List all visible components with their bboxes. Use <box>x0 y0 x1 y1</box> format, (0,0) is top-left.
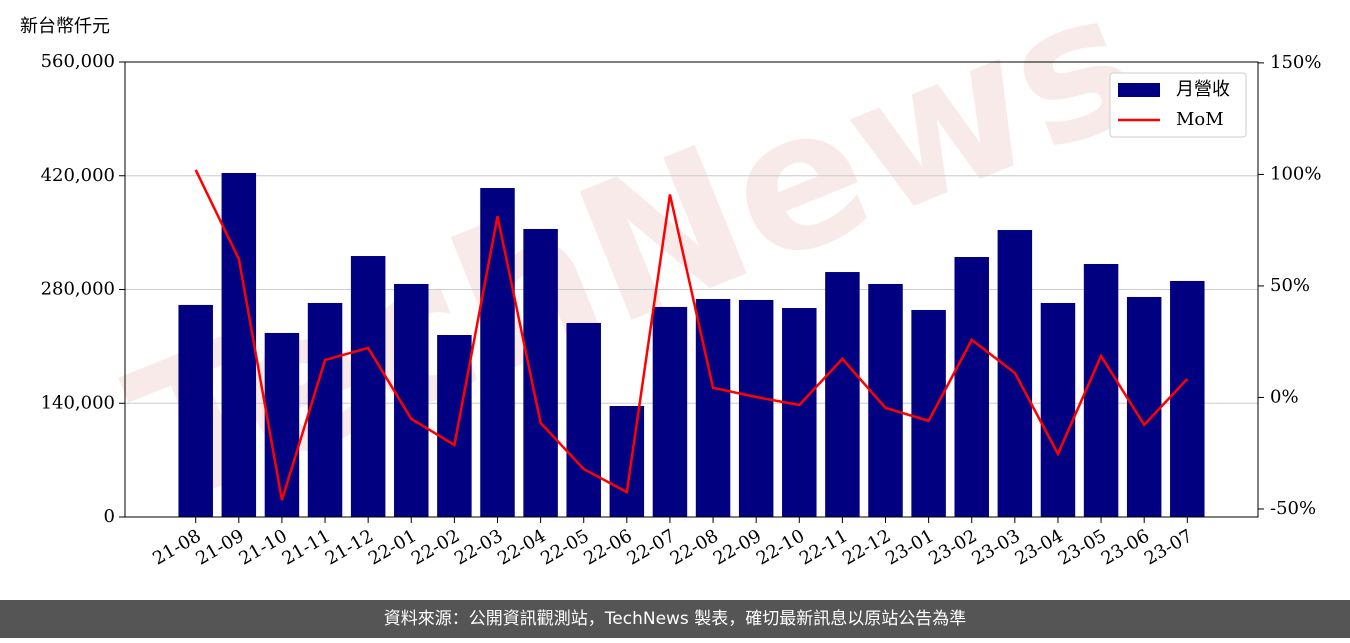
x-tick-label: 23-03 <box>968 525 1023 569</box>
legend-label: MoM <box>1176 109 1224 130</box>
x-tick-label: 22-04 <box>494 525 549 569</box>
y2-tick-label: 50% <box>1270 275 1310 296</box>
legend-swatch <box>1118 83 1160 97</box>
x-tick-label: 22-05 <box>537 525 592 569</box>
line <box>194 169 1189 501</box>
bar <box>1040 302 1076 517</box>
x-tick-label: 21-10 <box>235 525 290 569</box>
y-tick-label: 140,000 <box>41 392 115 413</box>
y2-tick-label: 150% <box>1270 52 1321 73</box>
bar <box>738 299 774 517</box>
y-tick-label: 280,000 <box>41 279 115 300</box>
x-tick-label: 21-08 <box>149 525 204 569</box>
x-tick-label: 22-12 <box>839 525 894 569</box>
x-tick-label: 22-08 <box>667 525 722 569</box>
bar <box>566 322 601 517</box>
legend-label: 月營收 <box>1176 79 1230 100</box>
x-tick-label: 22-03 <box>451 525 506 569</box>
bar <box>264 332 300 517</box>
y-tick-label: 560,000 <box>41 51 115 72</box>
x-tick-label: 23-06 <box>1098 525 1153 569</box>
bar <box>1170 280 1205 517</box>
bar <box>954 257 989 517</box>
y2-tick-label: 0% <box>1270 386 1299 407</box>
bar <box>307 302 343 517</box>
bar <box>609 406 645 517</box>
y-axis-label: 新台幣仟元 <box>20 16 110 37</box>
x-tick-label: 22-01 <box>365 525 420 569</box>
y2-tick-label: 100% <box>1270 163 1321 184</box>
bar <box>1083 263 1119 517</box>
x-tick-label: 22-10 <box>753 525 808 569</box>
x-tick-label: 22-11 <box>796 525 851 569</box>
bar <box>825 272 860 517</box>
x-tick-label: 23-01 <box>882 525 937 569</box>
bar <box>221 172 257 518</box>
x-tick-label: 23-05 <box>1055 525 1110 569</box>
bar <box>911 309 946 517</box>
bar <box>782 308 817 517</box>
x-tick-label: 23-02 <box>925 525 980 569</box>
bar <box>868 283 903 517</box>
x-tick-label: 22-09 <box>710 525 765 569</box>
x-tick-label: 23-07 <box>1141 525 1196 569</box>
bar <box>437 335 472 517</box>
footer-bar <box>0 600 1350 638</box>
bar <box>480 188 515 518</box>
y-tick-label: 420,000 <box>41 165 115 186</box>
x-tick-label: 22-07 <box>624 525 679 569</box>
x-tick-label: 22-06 <box>580 525 635 569</box>
y2-tick-label: -50% <box>1270 498 1316 519</box>
bar <box>178 304 213 517</box>
x-tick-label: 21-11 <box>279 525 334 569</box>
plot-frame <box>124 61 1259 518</box>
x-tick-label: 23-04 <box>1012 525 1067 569</box>
y-tick-label: 0 <box>104 506 115 527</box>
bar <box>652 306 688 517</box>
x-tick-label: 22-02 <box>408 525 463 569</box>
bar <box>350 256 386 517</box>
bar <box>523 228 558 517</box>
x-tick-label: 21-12 <box>322 525 377 569</box>
footer: 資料來源：公開資訊觀測站，TechNews 製表，確切最新訊息以原站公告為準 <box>384 609 966 629</box>
